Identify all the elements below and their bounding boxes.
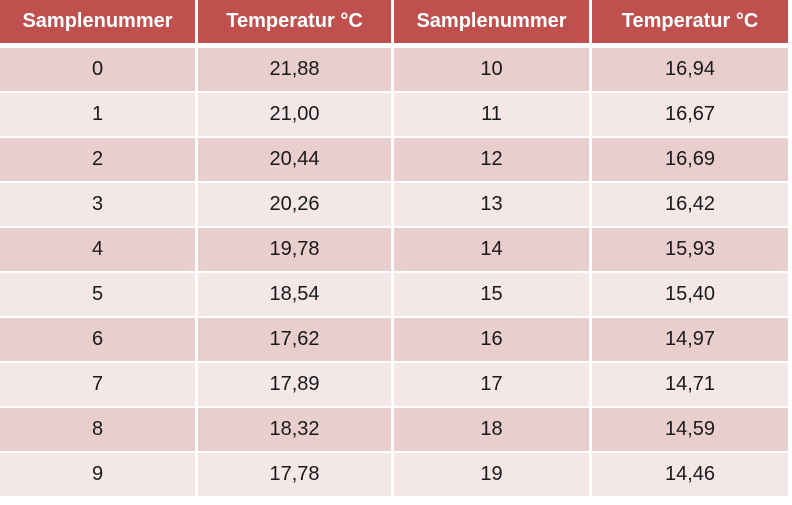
- table-cell-sample-left: 1: [0, 93, 198, 138]
- table-cell-temperature-right: 14,59: [592, 408, 788, 453]
- table-cell-sample-right: 15: [394, 273, 592, 318]
- table-cell-sample-right: 18: [394, 408, 592, 453]
- table-cell-temperature-right: 16,67: [592, 93, 788, 138]
- table-cell-temperature-right: 16,94: [592, 48, 788, 93]
- header-cell-sample-right: Samplenummer: [394, 0, 592, 48]
- table-row: 2 20,44 12 16,69: [0, 138, 788, 183]
- table-row: 4 19,78 14 15,93: [0, 228, 788, 273]
- table-cell-sample-right: 13: [394, 183, 592, 228]
- table-cell-temperature-right: 15,93: [592, 228, 788, 273]
- table-cell-temperature-left: 17,62: [198, 318, 394, 363]
- table-cell-temperature-right: 16,42: [592, 183, 788, 228]
- table-row: 0 21,88 10 16,94: [0, 48, 788, 93]
- table-cell-sample-left: 4: [0, 228, 198, 273]
- table-cell-sample-left: 5: [0, 273, 198, 318]
- table-cell-sample-right: 17: [394, 363, 592, 408]
- table-cell-temperature-left: 21,00: [198, 93, 394, 138]
- header-cell-temperature-right: Temperatur °C: [592, 0, 788, 48]
- table-row: 9 17,78 19 14,46: [0, 453, 788, 498]
- table-cell-sample-right: 14: [394, 228, 592, 273]
- table-row: 5 18,54 15 15,40: [0, 273, 788, 318]
- table-cell-sample-left: 6: [0, 318, 198, 363]
- table-row: 6 17,62 16 14,97: [0, 318, 788, 363]
- table-cell-temperature-right: 16,69: [592, 138, 788, 183]
- table-cell-sample-right: 12: [394, 138, 592, 183]
- table-row: 3 20,26 13 16,42: [0, 183, 788, 228]
- table-header-row: Samplenummer Temperatur °C Samplenummer …: [0, 0, 788, 48]
- header-cell-sample-left: Samplenummer: [0, 0, 198, 48]
- table-cell-sample-right: 10: [394, 48, 592, 93]
- header-cell-temperature-left: Temperatur °C: [198, 0, 394, 48]
- table-cell-temperature-left: 18,54: [198, 273, 394, 318]
- table-cell-temperature-right: 14,97: [592, 318, 788, 363]
- table-cell-sample-left: 3: [0, 183, 198, 228]
- table-cell-sample-left: 8: [0, 408, 198, 453]
- table-cell-sample-right: 19: [394, 453, 592, 498]
- table-cell-sample-left: 2: [0, 138, 198, 183]
- table-row: 1 21,00 11 16,67: [0, 93, 788, 138]
- table-cell-temperature-left: 17,89: [198, 363, 394, 408]
- table-cell-sample-left: 7: [0, 363, 198, 408]
- table-cell-temperature-left: 20,26: [198, 183, 394, 228]
- table-cell-sample-right: 16: [394, 318, 592, 363]
- table-cell-temperature-right: 15,40: [592, 273, 788, 318]
- table-row: 7 17,89 17 14,71: [0, 363, 788, 408]
- table-cell-temperature-right: 14,71: [592, 363, 788, 408]
- table-cell-temperature-left: 17,78: [198, 453, 394, 498]
- table-body: 0 21,88 10 16,94 1 21,00 11 16,67 2 20,44 12 16,69 3…: [0, 48, 788, 498]
- table-cell-sample-right: 11: [394, 93, 592, 138]
- table-row: 8 18,32 18 14,59: [0, 408, 788, 453]
- table-cell-sample-left: 9: [0, 453, 198, 498]
- table-cell-temperature-left: 19,78: [198, 228, 394, 273]
- table-cell-temperature-left: 21,88: [198, 48, 394, 93]
- table-cell-temperature-left: 18,32: [198, 408, 394, 453]
- table-cell-sample-left: 0: [0, 48, 198, 93]
- table-cell-temperature-left: 20,44: [198, 138, 394, 183]
- table-cell-temperature-right: 14,46: [592, 453, 788, 498]
